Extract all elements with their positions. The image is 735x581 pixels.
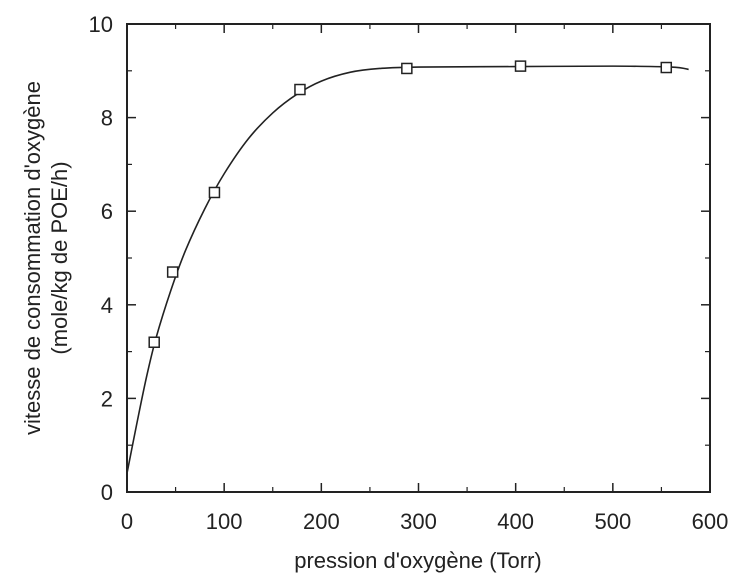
data-point — [660, 61, 673, 74]
y-axis-label-line1: vitesse de consommation d'oxygène — [20, 81, 45, 435]
x-tick-label: 600 — [692, 509, 729, 534]
data-markers — [148, 60, 673, 348]
y-tick-label: 6 — [101, 199, 113, 224]
y-tick-label: 10 — [89, 12, 113, 37]
y-tick-label: 0 — [101, 480, 113, 505]
x-tick-label: 200 — [303, 509, 340, 534]
y-tick-label: 8 — [101, 106, 113, 131]
data-point — [514, 60, 527, 72]
x-tick-label: 300 — [400, 509, 437, 534]
x-tick-label: 400 — [497, 509, 534, 534]
data-point — [294, 83, 306, 96]
data-point — [401, 62, 413, 75]
data-point — [208, 186, 221, 199]
plot-frame — [126, 23, 711, 493]
tick-labels: 0 100 200 300 400 500 600 0 2 4 6 8 10 — [89, 12, 729, 534]
y-tick-label: 2 — [101, 386, 113, 411]
y-axis-label-line2: (mole/kg de POE/h) — [47, 161, 72, 354]
x-tick-label: 100 — [206, 509, 243, 534]
fit-curve — [126, 65, 689, 474]
data-point — [148, 336, 160, 348]
x-tick-label: 500 — [594, 509, 631, 534]
data-point — [166, 266, 179, 278]
axis-ticks — [126, 23, 711, 493]
x-axis-label: pression d'oxygène (Torr) — [294, 548, 542, 573]
y-tick-label: 4 — [101, 293, 113, 318]
x-tick-label: 0 — [121, 509, 133, 534]
